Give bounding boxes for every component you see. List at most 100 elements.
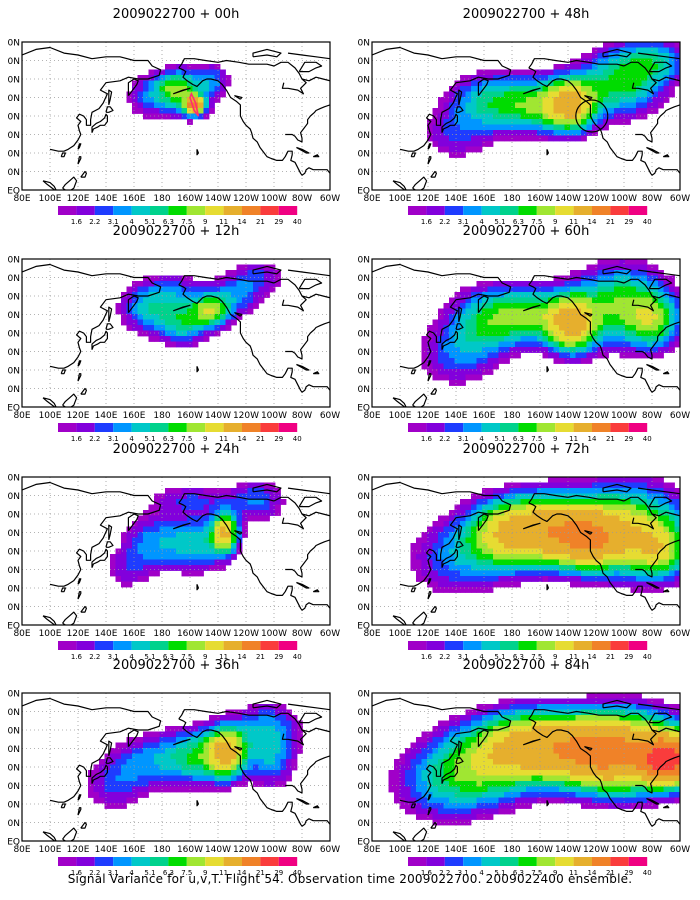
variance-cell — [608, 113, 615, 120]
variance-cell — [247, 764, 254, 771]
variance-cell — [564, 554, 571, 560]
variance-cell — [198, 86, 204, 92]
variance-cell — [504, 113, 510, 120]
variance-cell — [443, 737, 450, 743]
variance-cell — [275, 764, 281, 771]
variance-cell — [192, 537, 199, 544]
variance-cell — [614, 42, 620, 48]
variance-cell — [220, 726, 226, 732]
variance-cell — [570, 775, 576, 782]
variance-cell — [176, 108, 182, 114]
variance-cell — [575, 69, 582, 76]
variance-cell — [137, 314, 144, 320]
variance-cell — [663, 748, 670, 754]
variance-cell — [394, 775, 400, 782]
variance-cell — [652, 698, 659, 705]
variance-cell — [432, 374, 439, 381]
variance-cell — [214, 532, 221, 538]
variance-cell — [471, 292, 477, 298]
variance-cell — [460, 102, 466, 109]
variance-cell — [504, 347, 510, 353]
variance-cell — [203, 720, 210, 727]
variance-cell — [504, 297, 510, 304]
variance-cell — [410, 565, 417, 571]
variance-cell — [427, 775, 433, 782]
variance-cell — [159, 764, 166, 771]
variance-cell — [641, 759, 648, 765]
variance-cell — [575, 510, 582, 516]
variance-cell — [647, 510, 653, 516]
variance-cell — [231, 753, 237, 760]
variance-cell — [597, 493, 604, 500]
variance-cell — [209, 521, 215, 527]
map-body — [22, 693, 330, 841]
variance-cell — [460, 297, 466, 304]
variance-cell — [280, 737, 287, 743]
variance-cell — [597, 352, 604, 359]
variance-cell — [570, 124, 576, 131]
variance-cell — [553, 764, 560, 771]
variance-cell — [476, 135, 483, 142]
variance-cell — [203, 69, 210, 76]
variance-cell — [220, 748, 226, 754]
variance-cell — [258, 775, 265, 782]
variance-cell — [148, 554, 155, 560]
variance-cell — [564, 731, 571, 738]
variance-cell — [531, 108, 538, 114]
variance-cell — [586, 554, 593, 560]
variance-cell — [542, 482, 549, 489]
variance-cell — [460, 775, 466, 782]
variance-cell — [493, 69, 499, 76]
variance-cell — [553, 737, 560, 743]
variance-cell — [674, 308, 680, 315]
variance-cell — [460, 748, 466, 754]
lon-label: 140W — [205, 629, 231, 639]
variance-cell — [592, 275, 598, 282]
variance-cell — [647, 742, 653, 749]
variance-cell — [203, 488, 210, 494]
variance-cell — [603, 554, 609, 560]
variance-cell — [570, 576, 576, 582]
variance-cell — [559, 565, 565, 571]
variance-cell — [608, 493, 615, 500]
variance-cell — [449, 314, 455, 320]
variance-cell — [110, 797, 116, 804]
variance-cell — [669, 526, 675, 533]
variance-cell — [520, 786, 527, 793]
variance-cell — [159, 314, 166, 320]
variance-cell — [148, 742, 155, 749]
variance-cell — [476, 532, 483, 538]
variance-cell — [476, 731, 483, 738]
variance-cell — [427, 764, 433, 771]
variance-cell — [564, 336, 571, 342]
variance-cell — [498, 548, 505, 555]
coastline — [662, 589, 670, 593]
legend-swatch — [592, 641, 611, 650]
variance-cell — [504, 781, 510, 787]
lat-label: 0N — [8, 385, 20, 395]
legend-level-label: 6.3 — [513, 653, 524, 661]
variance-cell — [674, 526, 680, 533]
variance-cell — [553, 292, 560, 298]
variance-cell — [264, 759, 270, 765]
variance-cell — [159, 748, 166, 754]
variance-cell — [504, 314, 510, 320]
variance-cell — [148, 69, 155, 76]
variance-cell — [520, 325, 527, 331]
variance-cell — [121, 292, 127, 298]
variance-cell — [181, 86, 188, 92]
coastline — [528, 502, 680, 611]
legend-swatch — [76, 857, 95, 866]
variance-cell — [209, 537, 215, 544]
variance-cell — [269, 759, 276, 765]
variance-cell — [531, 532, 538, 538]
variance-cell — [520, 537, 527, 544]
variance-cell — [586, 775, 593, 782]
variance-cell — [209, 319, 215, 326]
variance-cell — [597, 292, 604, 298]
legend-swatch — [58, 423, 77, 432]
variance-cell — [405, 759, 411, 765]
variance-cell — [614, 292, 620, 298]
variance-cell — [619, 325, 626, 331]
variance-cell — [570, 119, 576, 125]
